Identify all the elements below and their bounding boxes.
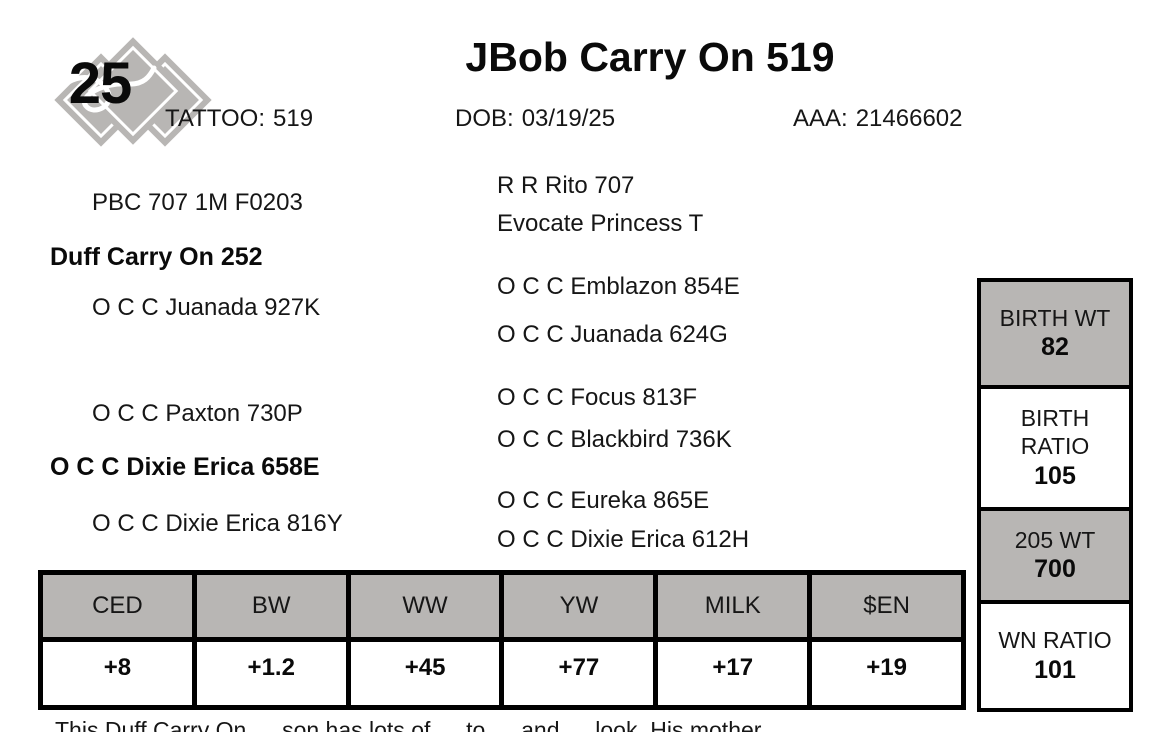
aaa-field: AAA: 21466602 xyxy=(793,105,962,133)
pedigree-dam-dam: O C C Dixie Erica 816Y xyxy=(92,510,343,537)
stat-label: BIRTH WT xyxy=(999,304,1111,331)
dob-field: DOB: 03/19/25 xyxy=(455,105,615,133)
epd-value-bw: +1.2 xyxy=(196,642,346,705)
epd-header-bw: BW xyxy=(196,575,346,637)
epd-header-yw: YW xyxy=(504,575,654,637)
epd-header-ww: WW xyxy=(350,575,500,637)
brand-swirl-icon xyxy=(51,65,157,113)
pedigree-dam: O C C Dixie Erica 658E xyxy=(50,453,320,481)
tattoo-field: TATTOO: 519 xyxy=(165,105,313,133)
epd-table: CED BW WW YW MILK $EN +8 +1.2 +45 +77 +1… xyxy=(38,570,966,710)
stat-wn-ratio: WN RATIO 101 xyxy=(981,604,1129,708)
pedigree-dam-sire: O C C Paxton 730P xyxy=(92,400,303,427)
stat-birth-wt: BIRTH WT 82 xyxy=(981,282,1129,385)
footnote-text: This Duff Carry On … son has lots of … t… xyxy=(55,717,791,732)
pedigree-sire-sire-sire: R R Rito 707 xyxy=(497,172,635,199)
epd-value-ww: +45 xyxy=(350,642,500,705)
pedigree-dam-dam-dam: O C C Dixie Erica 612H xyxy=(497,526,750,553)
epd-value-ced: +8 xyxy=(43,642,192,705)
epd-header-en: $EN xyxy=(812,575,961,637)
lot-badge: 25 xyxy=(34,20,212,147)
tattoo-label: TATTOO: xyxy=(165,105,265,132)
stat-label: WN RATIO xyxy=(998,627,1112,653)
pedigree-sire-sire: PBC 707 1M F0203 xyxy=(92,189,303,216)
pedigree-sire-dam-sire: O C C Emblazon 854E xyxy=(497,273,740,300)
epd-value-en: +19 xyxy=(812,642,961,705)
pedigree-sire-sire-dam: Evocate Princess T xyxy=(497,210,704,237)
stat-value: 700 xyxy=(1034,555,1076,584)
page-title: JBob Carry On 519 xyxy=(465,34,835,80)
pedigree-sire-dam: O C C Juanada 927K xyxy=(92,294,321,321)
epd-header-milk: MILK xyxy=(658,575,808,637)
stat-value: 82 xyxy=(1041,333,1069,362)
epd-header-ced: CED xyxy=(43,575,192,637)
stat-birth-ratio: BIRTH RATIO 105 xyxy=(981,389,1129,507)
lot-number: 25 xyxy=(68,51,133,116)
pedigree-dam-dam-sire: O C C Eureka 865E xyxy=(497,487,710,514)
pedigree-dam-sire-sire: O C C Focus 813F xyxy=(497,384,698,411)
stat-value: 101 xyxy=(1034,655,1076,684)
stat-205-wt: 205 WT 700 xyxy=(981,511,1129,600)
epd-value-yw: +77 xyxy=(504,642,654,705)
tattoo-value: 519 xyxy=(273,105,314,132)
stats-column: BIRTH WT 82 BIRTH RATIO 105 205 WT 700 W… xyxy=(977,278,1133,712)
dob-label: DOB: xyxy=(455,105,514,132)
dob-value: 03/19/25 xyxy=(521,105,616,132)
stat-label: BIRTH RATIO xyxy=(1020,404,1090,460)
aaa-value: 21466602 xyxy=(855,105,963,132)
pedigree-dam-sire-dam: O C C Blackbird 736K xyxy=(497,426,732,453)
pedigree-sire: Duff Carry On 252 xyxy=(50,243,263,271)
stat-label: 205 WT xyxy=(1014,526,1096,553)
aaa-label: AAA: xyxy=(793,105,848,132)
stat-value: 105 xyxy=(1034,462,1076,491)
epd-value-milk: +17 xyxy=(658,642,808,705)
pedigree-sire-dam-dam: O C C Juanada 624G xyxy=(497,321,728,348)
